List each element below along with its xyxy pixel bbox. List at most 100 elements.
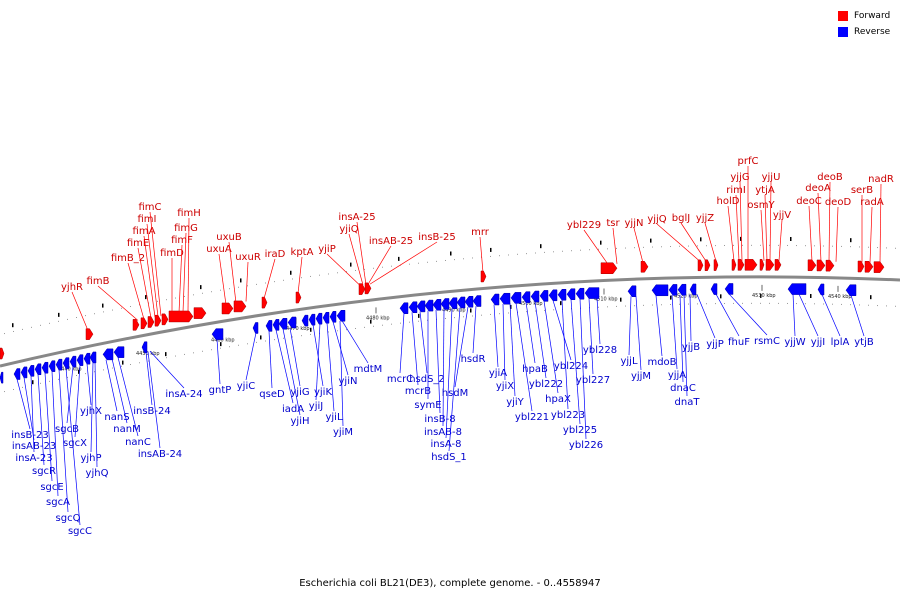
reverse-gene-arrow: [41, 361, 49, 374]
forward-gene-arrow: [358, 283, 366, 295]
forward-gene-arrow: [132, 319, 140, 331]
gene-label-fhuf: fhuF: [728, 337, 750, 348]
track-dot: [823, 245, 824, 247]
gene-leader-line: [149, 350, 185, 389]
track-dot: [22, 328, 23, 330]
track-dot: [643, 246, 644, 248]
gene-leader-line: [326, 322, 335, 412]
minor-tick: [740, 236, 742, 241]
gene-leader-line: [187, 217, 190, 312]
gene-leader-line: [534, 301, 547, 379]
gene-leader-line: [869, 206, 873, 263]
gene-label-fimd: fimD: [160, 248, 184, 259]
gene-label-fimi: fimI: [138, 214, 157, 225]
gene-leader-line: [727, 205, 735, 261]
track-dot: [391, 323, 392, 325]
forward-gene-arrow: [640, 261, 649, 273]
track-dot: [274, 281, 275, 283]
gene-label-yjig: yjiG: [290, 387, 309, 398]
track-dot: [463, 258, 464, 260]
track-dot: [409, 321, 410, 323]
gene-label-deob: deoB: [817, 172, 843, 183]
gene-label-yjjn: yjjN: [625, 218, 644, 229]
minor-tick: [620, 297, 622, 302]
track-dot: [139, 362, 140, 364]
forward-gene-arrow: [600, 262, 618, 274]
forward-gene-arrow: [193, 307, 207, 319]
track-dot: [490, 255, 491, 257]
forward-gene-arrow: [168, 310, 194, 323]
gene-leader-line: [58, 369, 69, 513]
reverse-gene-arrow: [27, 365, 35, 377]
track-dot: [553, 309, 554, 311]
genome-caption: Escherichia coli BL21(DE3), complete gen…: [299, 578, 601, 589]
track-dot: [283, 337, 284, 339]
gene-leader-line: [671, 294, 678, 370]
track-dot: [301, 335, 302, 337]
track-dot: [364, 268, 365, 270]
track-dot: [841, 303, 842, 305]
track-dot: [238, 344, 239, 346]
track-dot: [427, 261, 428, 263]
track-dot: [526, 311, 527, 313]
reverse-gene-arrow: [557, 288, 567, 301]
gene-label-mrr: mrr: [471, 227, 490, 238]
track-dot: [139, 304, 140, 306]
track-dot: [94, 313, 95, 315]
track-dot: [22, 386, 23, 388]
track-dot: [715, 303, 716, 305]
kbp-tick-label: 4510 kbp: [594, 296, 618, 302]
forward-gene-arrow: [807, 259, 817, 272]
gene-leader-line: [289, 327, 301, 387]
track-dot: [850, 304, 851, 306]
minor-tick: [510, 304, 512, 309]
gene-leader-line: [570, 299, 581, 425]
minor-tick: [790, 236, 792, 241]
reverse-gene-arrow: [432, 299, 442, 311]
track-dot: [787, 244, 788, 246]
forward-gene-arrow: [364, 282, 372, 295]
track-dot: [868, 246, 869, 248]
gene-leader-line: [760, 209, 765, 261]
gene-label-sgcx: sgcX: [63, 438, 87, 449]
reverse-gene-arrow: [329, 311, 337, 323]
gene-label-mcrc: mcrC: [387, 374, 413, 385]
track-dot: [895, 305, 896, 307]
gene-label-bglj: bglJ: [672, 213, 690, 224]
gene-label-syme: symE: [414, 400, 441, 411]
gene-leader-line: [315, 323, 321, 401]
gene-leader-line: [696, 294, 716, 339]
track-dot: [418, 262, 419, 264]
gene-leader-line: [679, 294, 684, 383]
minor-tick: [870, 295, 872, 300]
track-dot: [148, 360, 149, 362]
gene-leader-line: [828, 181, 831, 262]
gene-label-ytjb: ytjB: [854, 337, 874, 348]
track-dot: [382, 266, 383, 268]
gene-leader-line: [728, 293, 768, 336]
gene-leader-line: [297, 256, 303, 294]
gene-label-mdtm: mdtM: [354, 364, 383, 375]
gene-label-ybl227: ybl227: [576, 375, 610, 386]
reverse-gene-arrow: [272, 319, 280, 331]
track-dot: [445, 317, 446, 319]
gene-leader-line: [65, 368, 81, 526]
track-dot: [247, 343, 248, 345]
gene-label-sgcb: sgcB: [55, 424, 79, 435]
gene-label-yjhx: yjhX: [80, 406, 102, 417]
gene-label-sgcc: sgcC: [68, 526, 92, 537]
gene-label-insab-8: insAB-8: [424, 427, 462, 438]
gene-label-yjip: yjiP: [318, 244, 336, 255]
forward-gene-arrow: [873, 261, 885, 273]
track-dot: [346, 271, 347, 273]
forward-gene-arrow: [480, 270, 487, 283]
track-dot: [346, 329, 347, 331]
track-dot: [562, 250, 563, 252]
gene-label-fimb: fimB: [87, 276, 110, 287]
reverse-gene-arrow: [287, 316, 297, 329]
reverse-gene-arrow: [490, 293, 500, 306]
gene-label-insa-25: insA-25: [338, 212, 375, 223]
gene-label-insab-25: insAB-25: [369, 236, 413, 247]
gene-label-insb-23: insB-23: [11, 430, 49, 441]
gene-leader-line: [493, 304, 499, 368]
